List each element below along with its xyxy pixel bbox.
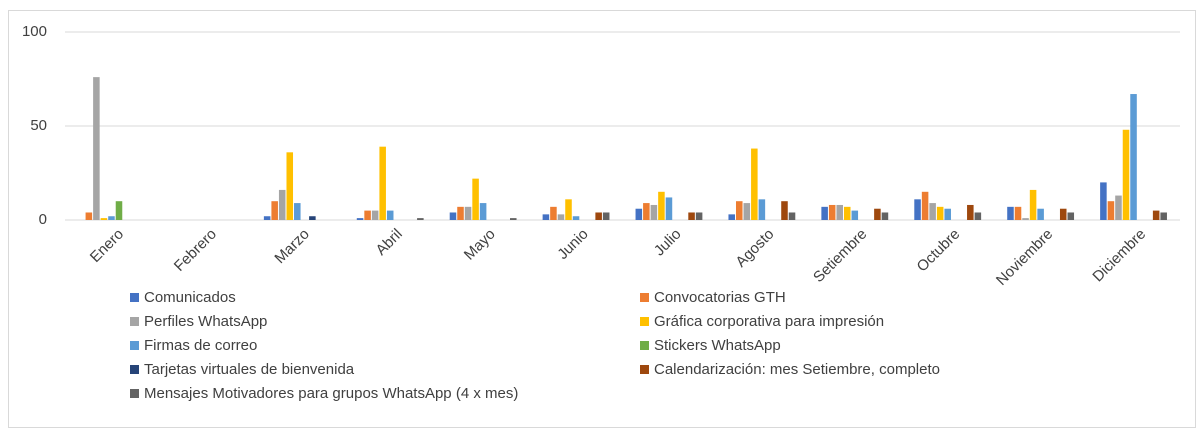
legend-swatch <box>130 341 139 350</box>
bar <box>1160 212 1167 220</box>
bar <box>108 216 115 220</box>
bar <box>595 212 602 220</box>
legend-label: Calendarización: mes Setiembre, completo <box>654 361 940 378</box>
bar <box>1067 212 1075 220</box>
legend-label: Firmas de correo <box>144 337 257 354</box>
bar <box>881 212 889 220</box>
bar <box>356 218 364 220</box>
bar <box>379 146 386 220</box>
bar <box>1100 182 1107 220</box>
legend-label: Tarjetas virtuales de bienvenida <box>144 361 355 378</box>
bar <box>1122 129 1130 220</box>
bar <box>828 204 836 220</box>
bar <box>974 212 982 220</box>
bar <box>557 214 565 220</box>
legend-swatch <box>640 341 649 350</box>
bar <box>286 152 294 220</box>
chart-border <box>8 10 1196 428</box>
bar <box>1029 189 1037 220</box>
bar <box>565 199 572 220</box>
legend-swatch <box>130 317 139 326</box>
bar <box>821 206 828 220</box>
bar <box>658 191 665 220</box>
bar <box>271 201 278 220</box>
bar <box>572 216 580 220</box>
bar <box>100 218 108 220</box>
bar <box>843 206 851 220</box>
bar <box>263 216 271 220</box>
bar <box>781 201 788 220</box>
bar <box>364 210 371 220</box>
legend-swatch <box>640 317 649 326</box>
legend-label: Gráfica corporativa para impresión <box>654 313 884 330</box>
bar <box>788 212 796 220</box>
bar <box>688 212 695 220</box>
legend-label: Mensajes Motivadores para grupos WhatsAp… <box>144 385 518 402</box>
bar <box>1037 208 1044 220</box>
bar <box>874 208 881 220</box>
bar <box>751 148 758 220</box>
bar <box>479 203 487 220</box>
bar <box>665 197 673 220</box>
bar <box>1059 208 1067 220</box>
bar <box>1115 195 1122 220</box>
bar <box>371 210 379 220</box>
bar <box>743 203 751 220</box>
bar <box>929 203 936 220</box>
legend-swatch <box>130 293 139 302</box>
bar <box>836 204 843 220</box>
legend-label: Convocatorias GTH <box>654 289 786 306</box>
bar <box>542 214 550 220</box>
bar <box>1152 210 1160 220</box>
bar <box>1107 201 1115 220</box>
legend-swatch <box>130 365 139 374</box>
legend-swatch <box>130 389 139 398</box>
bar <box>944 208 951 220</box>
legend-label: Comunicados <box>144 289 236 306</box>
y-tick-label: 50 <box>30 117 47 134</box>
bar <box>967 204 974 220</box>
bar <box>695 212 703 220</box>
bar <box>449 212 457 220</box>
bar <box>1014 206 1022 220</box>
bar <box>550 206 557 220</box>
bar <box>457 206 464 220</box>
bar <box>643 203 650 220</box>
bar <box>386 210 394 220</box>
bar <box>1007 206 1014 220</box>
bar <box>294 203 301 220</box>
bar <box>728 214 735 220</box>
legend-swatch <box>640 365 649 374</box>
bar <box>635 208 643 220</box>
legend-label: Perfiles WhatsApp <box>144 313 267 330</box>
y-tick-label: 100 <box>22 23 47 40</box>
bar <box>417 218 424 220</box>
bar <box>464 206 472 220</box>
bar <box>472 178 479 220</box>
bar <box>85 212 93 220</box>
bar <box>914 199 921 220</box>
bar <box>936 206 944 220</box>
y-tick-label: 0 <box>39 211 47 228</box>
bar <box>1130 94 1137 220</box>
bar <box>758 199 766 220</box>
bar <box>115 201 123 220</box>
bar <box>650 204 658 220</box>
bar <box>735 201 743 220</box>
bar <box>510 218 517 220</box>
bar <box>93 77 100 221</box>
bar <box>278 189 286 220</box>
bar <box>1022 218 1029 220</box>
bar <box>309 216 316 220</box>
bar <box>602 212 610 220</box>
bar <box>921 191 929 220</box>
legend-swatch <box>640 293 649 302</box>
legend-label: Stickers WhatsApp <box>654 337 781 354</box>
bar <box>851 210 859 220</box>
